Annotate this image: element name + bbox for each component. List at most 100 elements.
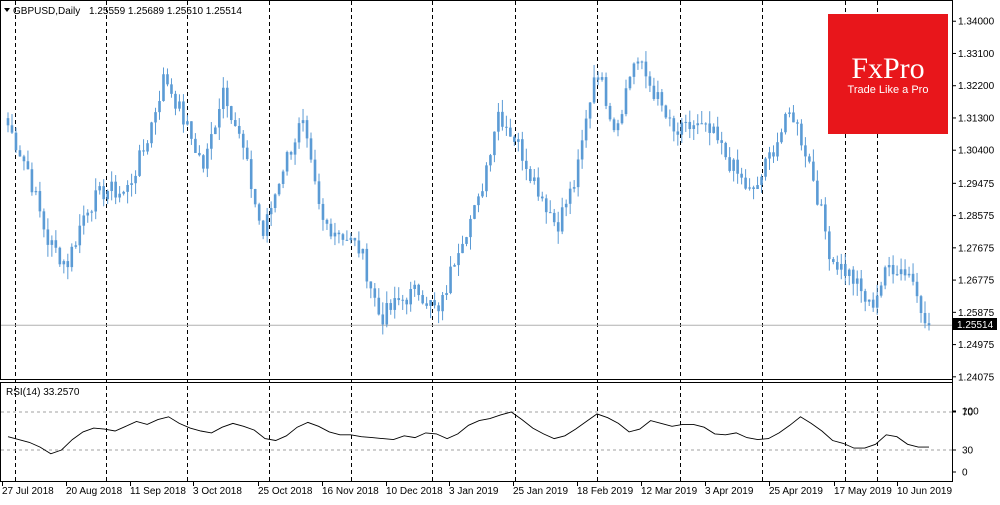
rsi-tick-label: 100 (962, 407, 979, 418)
candle (237, 118, 241, 139)
candle-body (596, 77, 600, 80)
candle-body (345, 239, 349, 241)
rsi-tick-label: 70 (962, 408, 974, 419)
candle (712, 123, 716, 134)
candle (556, 211, 560, 244)
candle-body (257, 204, 261, 221)
candle (867, 299, 871, 306)
candle-body (241, 133, 245, 148)
candle (604, 72, 608, 110)
y-tick-label: 1.24075 (958, 372, 995, 383)
candle-body (644, 61, 648, 77)
candle (34, 186, 38, 196)
candle (624, 79, 628, 117)
candle-body (716, 126, 719, 141)
candle (98, 181, 102, 195)
candle-body (397, 298, 401, 301)
candle (313, 149, 317, 185)
candle (851, 266, 855, 296)
candle-body (449, 266, 452, 294)
candle-body (281, 171, 285, 184)
candle (636, 57, 640, 70)
candle-body (82, 215, 86, 226)
candle-body (847, 269, 851, 276)
candle-body (696, 123, 700, 126)
candle (664, 104, 668, 120)
candle (812, 149, 815, 182)
candle-body (86, 212, 90, 216)
candle (536, 167, 540, 201)
candle (361, 248, 365, 260)
candle (764, 157, 767, 181)
candle (887, 256, 891, 277)
candle (305, 115, 309, 148)
candle-body (584, 118, 588, 141)
candle-body (417, 284, 420, 296)
candle-body (764, 158, 767, 177)
candle-body (385, 303, 389, 325)
candle-body (26, 161, 30, 170)
dropdown-triangle-icon[interactable] (4, 8, 10, 12)
candle-body (337, 232, 341, 235)
candle-body (784, 113, 787, 133)
candle (680, 118, 684, 143)
candle-body (357, 240, 361, 254)
candle-body (313, 159, 317, 182)
candle-body (895, 274, 899, 276)
candle-body (245, 147, 249, 160)
candle (907, 266, 911, 278)
candle-body (680, 122, 684, 135)
last-price-badge: 1.25514 (953, 318, 997, 331)
candle-body (30, 169, 34, 193)
candle (210, 122, 213, 160)
y-tick-label: 1.29475 (958, 179, 995, 190)
candle-body (708, 123, 712, 133)
candle (106, 189, 109, 205)
candle (895, 265, 899, 276)
candle-body (381, 314, 385, 325)
candle-body (660, 92, 664, 106)
candle (716, 116, 719, 144)
candle-body (915, 281, 919, 297)
candle-body (528, 169, 532, 181)
candle-body (214, 127, 217, 135)
x-tick-label: 11 Sep 2018 (130, 486, 186, 497)
candle-body (509, 127, 512, 137)
candle (62, 259, 66, 274)
candle (86, 209, 90, 223)
candle-body (656, 92, 660, 99)
candle-body (134, 175, 137, 184)
candle-body (903, 269, 907, 276)
candle (839, 253, 843, 280)
last-price-label: 1.25514 (957, 320, 994, 331)
candle-body (820, 204, 823, 206)
candle-body (612, 119, 616, 131)
candle-body (501, 111, 504, 127)
candle (923, 301, 927, 329)
candle (178, 94, 181, 112)
candle-body (919, 296, 923, 313)
candle-body (664, 105, 668, 118)
candle (249, 150, 253, 198)
candle (521, 131, 524, 171)
candle (301, 108, 305, 132)
candle-body (401, 299, 405, 301)
candle (828, 226, 831, 271)
candle (206, 143, 209, 178)
candle (50, 235, 54, 257)
candle (186, 115, 189, 126)
candle (437, 302, 440, 324)
candle (349, 232, 353, 244)
candle (740, 167, 743, 185)
candle-body (560, 207, 564, 232)
candle (417, 283, 420, 301)
candle-body (58, 247, 62, 265)
candle (784, 112, 787, 135)
candle-body (297, 123, 301, 143)
candle-body (548, 212, 552, 214)
candle-body (911, 273, 915, 282)
candle (18, 145, 22, 157)
candle (365, 243, 369, 289)
candle (580, 129, 584, 169)
